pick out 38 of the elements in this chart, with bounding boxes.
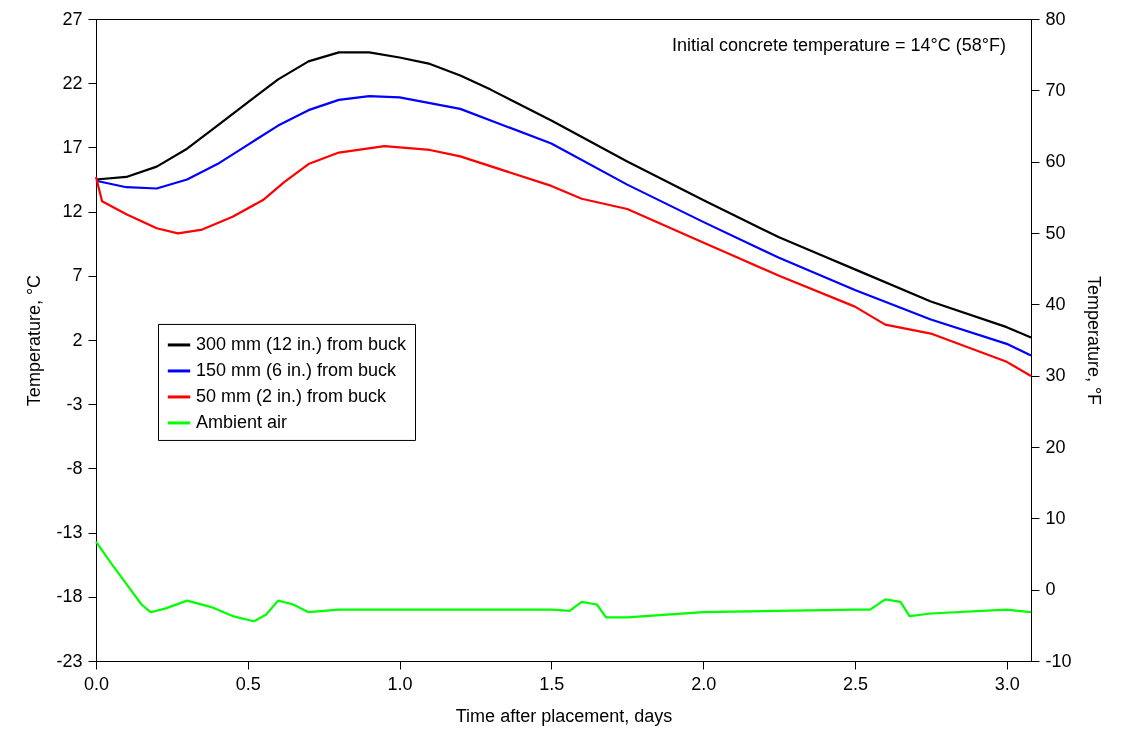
legend-label: Ambient air [196, 411, 288, 432]
x-tick-label: 0.5 [235, 673, 261, 694]
y-tick-label: 7 [72, 265, 83, 286]
y-tick-label: 17 [62, 136, 83, 157]
y-axis-title: Temperature, °C [24, 274, 45, 407]
x-tick-label: 0.0 [83, 673, 110, 694]
y2-tick-label: 70 [1045, 79, 1066, 100]
y-tick-label: 27 [62, 8, 83, 29]
y-tick-label: -3 [66, 393, 83, 414]
x-tick-label: 3.0 [994, 673, 1020, 694]
y2-tick-label: 0 [1045, 579, 1056, 600]
legend-label: 300 mm (12 in.) from buck [196, 333, 408, 354]
y2-tick-label: 50 [1045, 222, 1066, 243]
legend-label: 50 mm (2 in.) from buck [196, 385, 388, 406]
y2-tick-label: 20 [1045, 436, 1066, 457]
y-tick-label: 22 [62, 72, 83, 93]
line-series [94, 145, 1033, 378]
y2-tick-label: 30 [1045, 365, 1066, 386]
y-tick-label: 12 [62, 201, 83, 222]
y2-tick-label: 10 [1045, 507, 1066, 528]
y2-tick-label: 60 [1045, 151, 1066, 172]
x-tick-label: 1.5 [539, 673, 565, 694]
y-tick-label: 2 [72, 329, 83, 350]
y-tick-label: -8 [66, 457, 83, 478]
y2-tick-label: -10 [1045, 650, 1072, 671]
y-tick-label: -23 [56, 650, 83, 671]
y2-tick-label: 80 [1045, 8, 1066, 29]
x-axis-title: Time after placement, days [455, 705, 673, 726]
y-tick-label: -18 [56, 586, 83, 607]
legend-label: 150 mm (6 in.) from buck [196, 359, 398, 380]
line-series [94, 540, 1033, 623]
y2-tick-label: 40 [1045, 293, 1066, 314]
x-tick-label: 1.0 [387, 673, 413, 694]
y2-axis-title: Temperature, °F [1083, 275, 1104, 406]
x-tick-label: 2.5 [842, 673, 868, 694]
annotation: Initial concrete temperature = 14°C (58°F) [671, 35, 1006, 55]
y-tick-label: -13 [56, 522, 83, 543]
x-tick-label: 2.0 [691, 673, 717, 694]
